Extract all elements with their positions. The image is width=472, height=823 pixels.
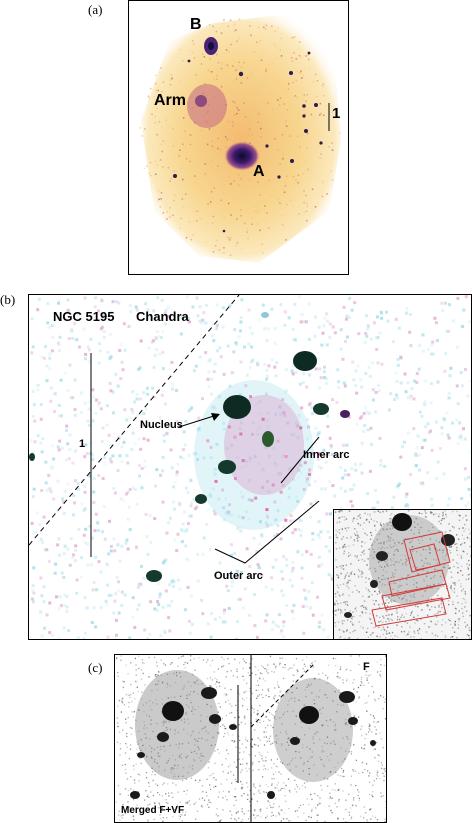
dashed-boundary-b	[29, 295, 240, 546]
label-inner-arc: Inner arc	[303, 449, 350, 461]
instrument-name: Chandra	[136, 309, 189, 324]
label-a: A	[253, 163, 265, 180]
arc-extraction-regions	[371, 531, 451, 627]
panel-b-xray-map	[29, 295, 471, 639]
panel-a-label: (a)	[88, 2, 103, 17]
inner-arc-line	[280, 436, 320, 484]
panel-b-label: (b)	[0, 292, 16, 307]
panel-c-image: Merged F+VF F	[114, 654, 387, 823]
panel-b-image: NGC 5195 Chandra Nucleus Inner arc Outer…	[28, 294, 472, 640]
nucleus-arrow	[178, 414, 218, 428]
caption-f: F	[363, 661, 370, 673]
source-a-nucleus	[224, 141, 260, 171]
panel-c-label: (c)	[88, 660, 103, 675]
inset-image	[333, 509, 471, 639]
diffuse-emission	[206, 395, 321, 522]
f-map	[267, 678, 376, 799]
panel-a-xray-map	[139, 13, 341, 263]
panel-a-image: B Arm A 1	[128, 0, 349, 275]
arm-region	[187, 84, 227, 128]
scale-label-b: 1	[79, 438, 86, 450]
panel-c-maps	[115, 655, 386, 822]
outer-arc-bracket	[214, 500, 320, 564]
label-outer-arc: Outer arc	[214, 570, 263, 582]
noise-speckle	[139, 18, 341, 256]
point-sources	[173, 51, 323, 233]
label-arm: Arm	[154, 92, 187, 109]
scale-label-a: 1	[332, 105, 341, 122]
label-b: B	[190, 16, 202, 33]
caption-merged: Merged F+VF	[121, 805, 185, 816]
object-name: NGC 5195	[53, 309, 115, 324]
dashed-boundary-c	[250, 662, 316, 728]
merged-map	[130, 670, 237, 799]
exposure-region	[141, 13, 341, 263]
label-nucleus: Nucleus	[140, 419, 183, 431]
point-sources-b	[29, 312, 350, 582]
